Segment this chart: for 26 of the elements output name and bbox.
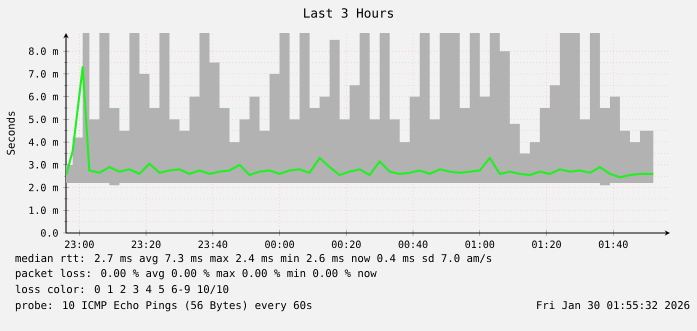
x-tick-label: 00:20 xyxy=(332,240,361,248)
y-tick-label: 1.0 m xyxy=(30,206,58,214)
y-tick-label: 2.0 m xyxy=(29,184,58,192)
x-tick-label: 23:20 xyxy=(132,240,160,248)
line-series xyxy=(66,66,654,178)
y-tick-label: 5.0 m xyxy=(29,116,58,124)
chart-title: Last 3 Hours xyxy=(304,8,393,18)
text: probe: 10 ICMP Echo Pings (56 Bytes) every 60s xyxy=(16,300,312,312)
y-tick-label: 8.0 m xyxy=(29,47,58,55)
y-tick-label: 6.0 m xyxy=(29,92,58,100)
x-tick-label: 01:00 xyxy=(465,240,494,248)
text: median rtt: 2.7 ms avg 7.3 ms max 2.4 ms min 2.6 ms now 0.4 ms sd 7.0 am/s xyxy=(16,254,492,264)
x-tick-label: 01:40 xyxy=(598,240,628,248)
x-tick-label: 00:40 xyxy=(398,240,428,248)
y-tick-label: 4.0 m xyxy=(28,138,58,146)
text: Fri Jan 30 01:55:32 2026 xyxy=(537,300,690,310)
x-tick-label: 00:00 xyxy=(265,240,294,248)
y-tick-label: 7.0 m xyxy=(29,70,58,78)
text: loss color: 0 1 2 3 4 5 6-9 10/10 xyxy=(16,284,228,294)
text: packet loss: 0.00 % avg 0.00 % max 0.00 % min 0.00 % now xyxy=(16,268,377,280)
x-tick-label: 23:40 xyxy=(198,240,228,248)
y-axis-title: Seconds xyxy=(6,112,15,155)
y-tick-label: 0.0 xyxy=(41,229,58,237)
x-tick-label: 23:00 xyxy=(65,240,94,248)
x-tick-label: 01:20 xyxy=(532,240,561,248)
y-tick-label: 3.0 m xyxy=(29,161,58,169)
